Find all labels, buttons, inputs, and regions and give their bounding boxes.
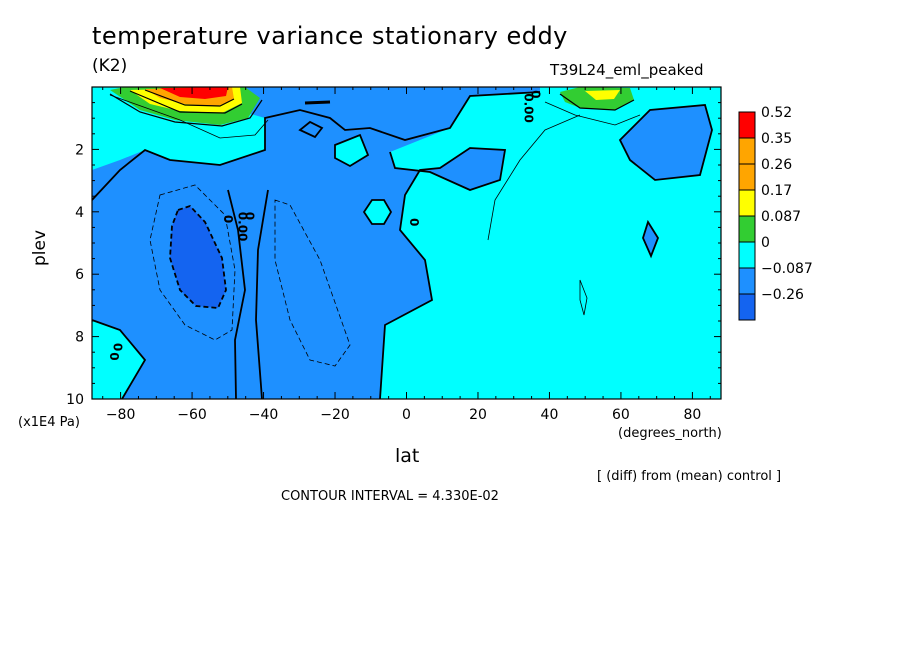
zero-contour-9: [298, 120, 324, 139]
pos-line-west-2: [129, 90, 243, 114]
colorbar-label: −0.26: [761, 287, 804, 303]
y-ticks: 2 4 6 8 10: [66, 102, 721, 408]
contour-label: 0: [110, 343, 124, 351]
colorbar-swatch: [738, 293, 756, 321]
x-tick-label: 80: [683, 407, 701, 423]
contour-label: 0.00: [521, 93, 535, 123]
colorbar-label: 0.087: [761, 209, 801, 225]
x-tick-label: 60: [612, 407, 630, 423]
colorbar-swatch: [738, 189, 756, 217]
x-axis-label: lat: [395, 445, 420, 467]
colorbar-swatch: [738, 267, 756, 295]
x-ticks: −80 −60 −40 −20 0 20 40 60 80: [102, 87, 711, 423]
pos-line-east: [559, 93, 635, 111]
contour-fills: [92, 87, 721, 399]
contour-label: 0: [221, 215, 235, 223]
colorbar-label: −0.087: [761, 261, 813, 277]
colorbar-swatch: [738, 163, 756, 191]
pos-thin-contour-3: [487, 114, 581, 241]
y-axis-unit: (x1E4 Pa): [18, 415, 80, 430]
field-pos-west-red: [160, 87, 228, 99]
min-contour-heavy: [169, 204, 227, 309]
colorbar-label: 0: [761, 235, 770, 251]
diff-note: [ (diff) from (mean) control ]: [597, 469, 782, 484]
y-axis-label: plev: [30, 229, 50, 266]
x-tick-label: −20: [320, 407, 350, 423]
y-tick-label: 4: [75, 205, 84, 221]
x-tick-label: −60: [177, 407, 207, 423]
colorbar-swatch: [738, 137, 756, 165]
surface-blob: [304, 100, 331, 105]
x-tick-label: 20: [469, 407, 487, 423]
field-pos-east-yellow: [585, 90, 620, 100]
colorbar: 0.52 0.35 0.26 0.17 0.087 0 −0.087 −0.26: [738, 105, 813, 321]
contour-interval: CONTOUR INTERVAL = 4.330E-02: [281, 489, 499, 504]
field-negative-west: [92, 87, 540, 399]
x-tick-label: 40: [541, 407, 559, 423]
contour-label: 0: [243, 212, 257, 220]
pos-thin-contour-2: [544, 101, 641, 126]
x-tick-label: −40: [249, 407, 279, 423]
neg-dashed-contour: [149, 184, 236, 341]
field-zero-hole-2: [335, 135, 368, 166]
contour-lines: [92, 89, 713, 399]
x-tick-label: 0: [402, 407, 411, 423]
colorbar-swatch: [738, 241, 756, 269]
zero-contour-8: [334, 133, 370, 168]
field-negative-east-blob: [620, 105, 712, 180]
contour-label: 0.00: [236, 212, 250, 242]
pos-thin-contour: [109, 94, 269, 139]
pos-line-west-3: [144, 89, 235, 107]
run-name: T39L24_eml_peaked: [550, 61, 704, 79]
y-tick-label: 6: [75, 267, 84, 283]
field-zero-hole: [364, 200, 391, 224]
neg-dashed-contour-2: [274, 199, 351, 367]
contour-label: 0: [407, 218, 421, 226]
chart-units: (K2): [92, 56, 128, 76]
pos-line-west: [109, 93, 263, 127]
contour-label: 0: [529, 90, 543, 98]
colorbar-label: 0.17: [761, 183, 792, 199]
chart-title: temperature variance stationary eddy: [92, 22, 568, 50]
zero-contour: [92, 91, 541, 201]
zero-contour-5: [255, 189, 269, 399]
colorbar-label: 0.52: [761, 105, 792, 121]
contour-label: 0: [107, 352, 121, 360]
y-tick-label: 2: [75, 142, 84, 158]
y-tick-label: 10: [66, 392, 84, 408]
x-axis-unit: (degrees_north): [618, 426, 722, 441]
zero-contour-4: [227, 189, 246, 399]
zero-contour-3: [92, 319, 147, 399]
zero-contour-10: [642, 219, 660, 259]
colorbar-label: 0.26: [761, 157, 792, 173]
colorbar-label: 0.35: [761, 131, 792, 147]
zero-contour-7: [362, 199, 393, 225]
colorbar-swatch: [738, 215, 756, 243]
x-tick-label: −80: [106, 407, 136, 423]
y-tick-label: 8: [75, 330, 84, 346]
zero-contour-2: [379, 147, 507, 399]
pos-thin-contour-4: [579, 279, 588, 316]
zero-contour-6: [618, 104, 713, 181]
colorbar-swatch: [738, 111, 756, 139]
field-min-negative: [170, 206, 226, 308]
